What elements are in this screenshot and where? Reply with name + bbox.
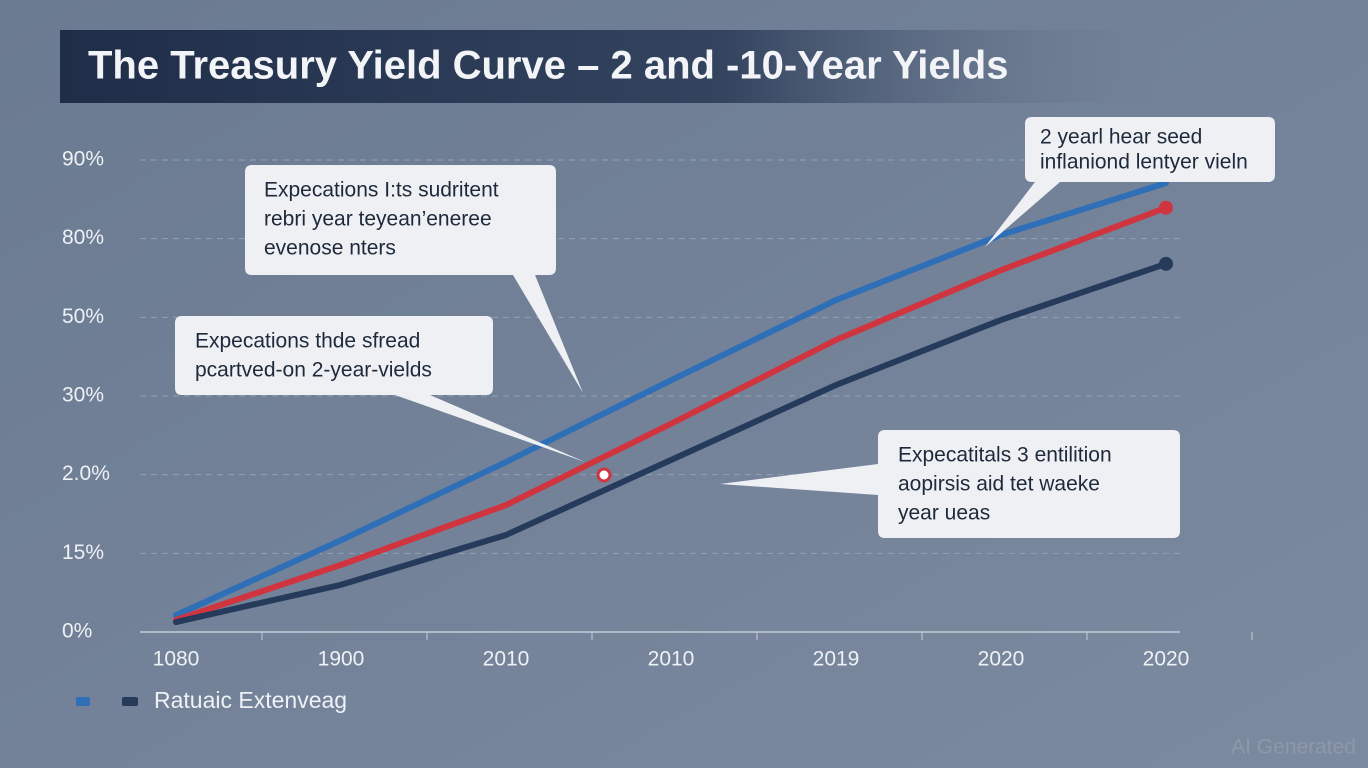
callout-text: year ueas: [898, 502, 990, 525]
line: [173, 260, 1169, 626]
y-tick-label: 90%: [62, 148, 104, 171]
end-point: [1159, 256, 1173, 271]
x-tick-label: 2020: [978, 648, 1025, 671]
legend-swatch: [76, 697, 90, 706]
chart-title: The Treasury Yield Curve – 2 and -10-Yea…: [88, 44, 1008, 88]
x-tick-label: 1900: [318, 648, 365, 671]
callout-text: 2 yearl hear seed: [1040, 126, 1202, 149]
legend-swatch: [122, 697, 138, 706]
marker: [596, 467, 612, 483]
plot: 0% 15% 2.0% 30% 50% 80% 90% 1080 1900 2010 2010 201…: [62, 148, 1253, 671]
x-tick-label: 1080: [153, 648, 200, 671]
callout-text: aopirsis aid tet waeke: [898, 473, 1100, 496]
callout: [175, 316, 585, 462]
y-tick-label: 2.0%: [62, 462, 110, 485]
watermark: AI Generated: [1231, 736, 1356, 759]
callout-text: rebri year teyean’eneree: [264, 208, 492, 231]
y-tick-label: 0%: [62, 620, 92, 643]
legend-label: Ratuaic Extenveag: [154, 687, 347, 713]
callout: [720, 430, 1180, 538]
callout-text: Expecations I:ts sudritent: [264, 179, 499, 202]
y-tick-label: 15%: [62, 541, 104, 564]
annotations: Ratuaic Extenveag AI Generated Expecatio…: [76, 117, 1356, 759]
x-tick-label: 2010: [483, 648, 530, 671]
x-tick-label: 2020: [1143, 648, 1190, 671]
callout-text: evenose nters: [264, 237, 396, 260]
callout: [245, 165, 583, 393]
x-tick-label: 2010: [648, 648, 695, 671]
line: [173, 204, 1169, 623]
callout-text: pcartved-on 2-year-vields: [195, 359, 432, 382]
line: [173, 180, 1169, 619]
callout: [985, 117, 1275, 247]
end-point: [1159, 200, 1173, 215]
callout-text: Expecatitals 3 entilition: [898, 444, 1112, 467]
y-tick-label: 50%: [62, 305, 104, 328]
y-tick-label: 80%: [62, 226, 104, 249]
callout-text: Expecations thde sfread: [195, 330, 420, 353]
x-tick-label: 2019: [813, 648, 860, 671]
y-tick-label: 30%: [62, 384, 104, 407]
callout-text: inflaniond lentyer vieln: [1040, 151, 1248, 174]
title-bar: [60, 30, 1170, 103]
